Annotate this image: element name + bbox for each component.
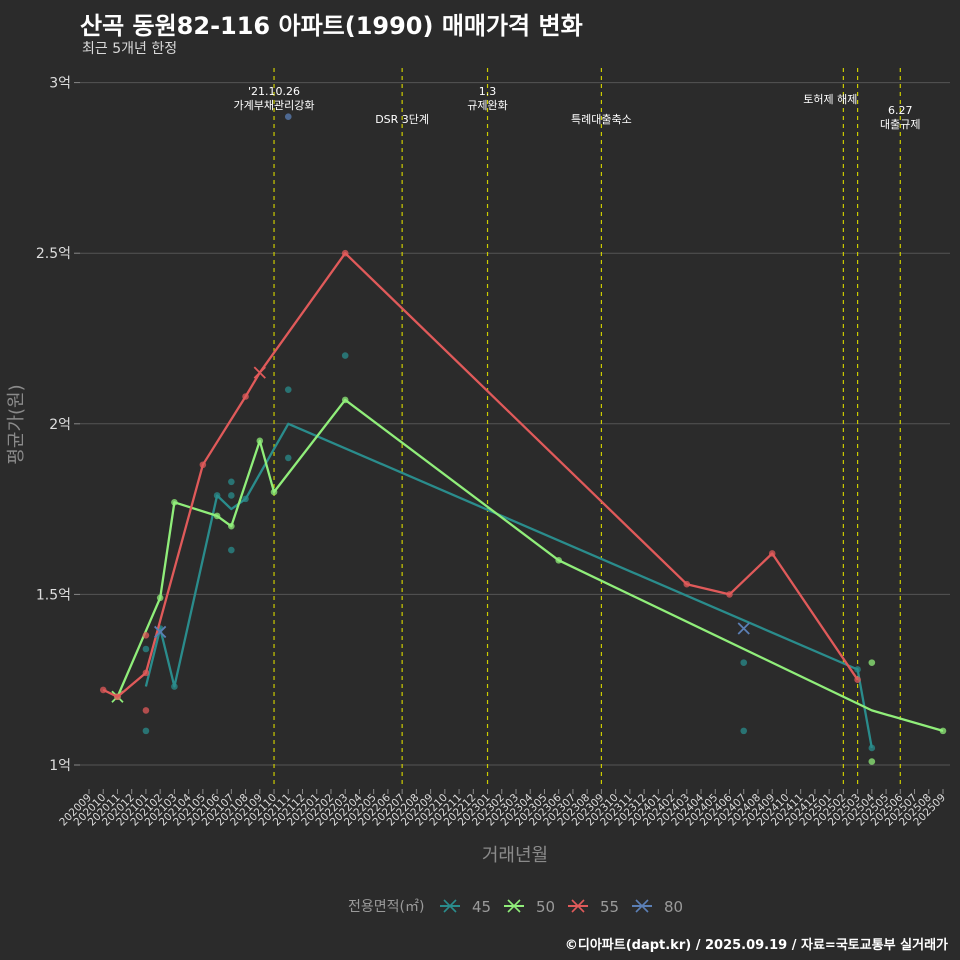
data-point-55 — [142, 632, 150, 639]
event-label: 토허제 해제 — [803, 92, 857, 106]
series-line-45 — [144, 422, 873, 749]
event-label: 대출규제 — [880, 118, 920, 131]
series-line-50 — [116, 398, 944, 733]
data-point-45 — [228, 478, 235, 486]
data-point-50 — [868, 758, 876, 765]
event-label: DSR 3단계 — [375, 113, 429, 126]
data-point-55 — [142, 707, 150, 714]
legend-label-50: 50 — [536, 898, 555, 916]
legend-swatch-cross — [507, 899, 521, 913]
data-point-45 — [228, 492, 235, 499]
event-label: '21.10.26 — [248, 85, 300, 98]
data-point-45 — [868, 744, 876, 752]
data-point-45 — [740, 659, 748, 666]
event-label: 가계부채관리강화 — [234, 99, 315, 112]
event-label: 6.27 — [888, 104, 913, 117]
data-point-45 — [740, 727, 748, 735]
cross-marker-55 — [253, 366, 266, 379]
y-tick-label: 1.5억 — [36, 587, 71, 603]
chart-subtitle: 최근 5개년 한정 — [82, 41, 178, 57]
y-tick-label: 2.5억 — [36, 246, 71, 262]
legend-swatch-cross — [635, 899, 649, 913]
legend-swatch-cross — [443, 899, 457, 913]
data-point-45 — [142, 727, 150, 735]
y-tick-label: 3억 — [49, 76, 71, 92]
data-point-45 — [142, 645, 150, 653]
y-tick-label: 2억 — [49, 417, 71, 433]
legend-label-80: 80 — [664, 898, 683, 916]
cross-marker-80 — [737, 622, 750, 635]
source-caption: ©디아파트(dapt.kr) / 2025.09.19 / 자료=국토교통부 실… — [564, 938, 948, 953]
data-point-80 — [284, 113, 292, 121]
y-axis-label: 평균가(원) — [6, 384, 27, 464]
data-point-50 — [868, 659, 876, 666]
chart-title: 산곡 동원82-116 아파트(1990) 매매가격 변화 — [80, 12, 583, 40]
event-label: 1.3 — [479, 85, 497, 98]
data-point-45 — [228, 546, 235, 554]
legend-title: 전용면적(㎡) — [348, 899, 424, 915]
event-label: 규제완화 — [467, 99, 507, 112]
y-tick-label: 1억 — [49, 758, 71, 774]
data-point-45 — [341, 352, 349, 359]
cross-marker-80 — [154, 625, 167, 639]
event-label: 특례대출축소 — [571, 113, 632, 126]
data-point-45 — [284, 454, 292, 462]
data-point-45 — [284, 386, 292, 393]
legend-label-55: 55 — [600, 898, 619, 916]
legend-swatch-cross — [571, 899, 585, 913]
x-axis-label: 거래년월 — [482, 845, 548, 866]
legend-label-45: 45 — [472, 898, 491, 916]
